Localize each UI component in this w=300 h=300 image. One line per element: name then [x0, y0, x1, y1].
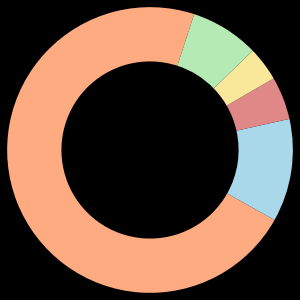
Wedge shape — [177, 14, 253, 88]
Wedge shape — [227, 78, 290, 131]
Wedge shape — [214, 51, 274, 106]
Wedge shape — [7, 7, 274, 293]
Wedge shape — [227, 119, 293, 220]
